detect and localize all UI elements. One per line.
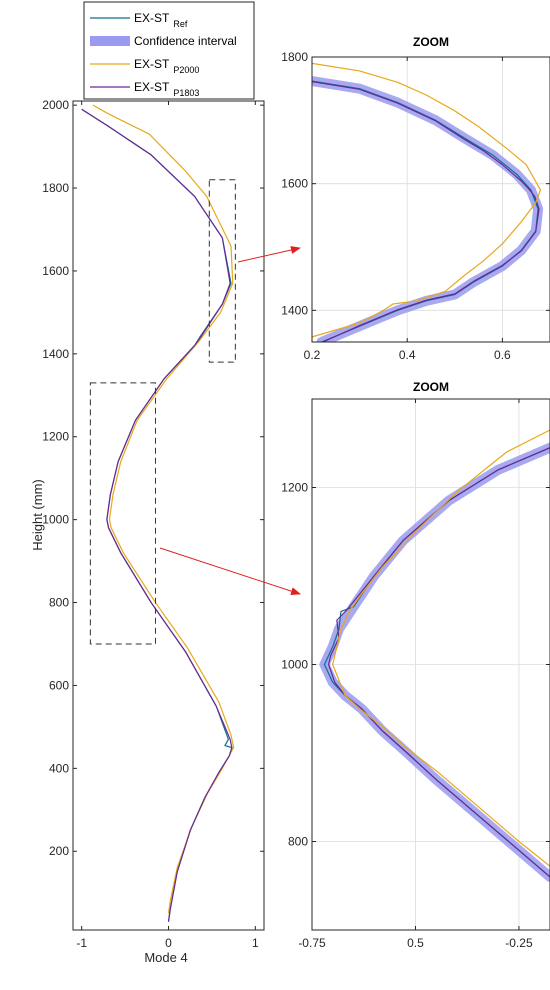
zoom2-arrow bbox=[159, 547, 301, 595]
main-series-p2000 bbox=[92, 104, 235, 914]
zoom-box-2 bbox=[89, 382, 156, 645]
zoom-box-1 bbox=[208, 179, 236, 363]
main-x-label: Mode 4 bbox=[144, 950, 187, 965]
zoom1-axes: 0.2 0.4 0.6 1400 1600 1800 ZOOM bbox=[281, 35, 550, 362]
legend-item-p2000: EX-ST P2000 bbox=[90, 57, 199, 75]
main-y-label: Height (mm) bbox=[30, 479, 45, 551]
zoom1-xtick-label: 0.2 bbox=[304, 348, 321, 362]
zoom2-xtick-label: -0.25 bbox=[505, 936, 533, 950]
zoom1-xtick-label: 0.4 bbox=[399, 348, 416, 362]
legend-swatch-confidence bbox=[90, 36, 130, 46]
zoom1-series-confidence bbox=[312, 76, 544, 342]
legend-item-ref: EX-ST Ref bbox=[90, 11, 188, 29]
legend-label: EX-ST bbox=[134, 80, 170, 94]
zoom1-ytick-label: 1800 bbox=[281, 50, 308, 64]
legend-label-subscript: P2000 bbox=[173, 65, 199, 75]
zoom2-ytick-label: 1200 bbox=[281, 481, 308, 495]
zoom2-title: ZOOM bbox=[413, 380, 449, 394]
zoom1-ticks: 0.2 0.4 0.6 1400 1600 1800 bbox=[281, 50, 550, 362]
zoom2-series-p2000 bbox=[332, 429, 550, 867]
main-ytick-label: 1400 bbox=[42, 347, 69, 361]
main-ytick-label: 1000 bbox=[42, 513, 69, 527]
legend-item-p1803: EX-ST P1803 bbox=[90, 80, 199, 98]
zoom1-xtick-label: 0.6 bbox=[494, 348, 511, 362]
legend-label-subscript: P1803 bbox=[173, 88, 199, 98]
zoom2-series-confidence bbox=[319, 442, 550, 882]
main-ytick-label: 1200 bbox=[42, 430, 69, 444]
main-xtick-label: -1 bbox=[76, 936, 87, 950]
zoom2-ytick-label: 1000 bbox=[281, 658, 308, 672]
zoom2-ytick-label: 800 bbox=[288, 835, 308, 849]
main-xtick-label: 0 bbox=[165, 936, 172, 950]
main-ytick-label: 800 bbox=[49, 596, 69, 610]
zoom1-series bbox=[312, 62, 544, 342]
main-ytick-label: 1600 bbox=[42, 264, 69, 278]
zoom1-title: ZOOM bbox=[413, 35, 449, 49]
zoom2-series bbox=[319, 429, 550, 882]
zoom1-arrow bbox=[237, 246, 301, 263]
zoom1-ytick-label: 1600 bbox=[281, 177, 308, 191]
main-ytick-label: 400 bbox=[49, 761, 69, 775]
zoom2-xtick-label: 0.5 bbox=[407, 936, 424, 950]
zoom2-series-p1803 bbox=[327, 447, 550, 878]
main-axes: -1 0 1200400600800100012001400160018002000… bbox=[30, 98, 265, 965]
zoom1-axes-frame bbox=[311, 56, 550, 343]
main-ytick-label: 200 bbox=[49, 844, 69, 858]
zoom1-series-p1803 bbox=[312, 81, 540, 342]
main-series-p1803 bbox=[81, 108, 233, 922]
zoom1-ytick-label: 1400 bbox=[281, 303, 308, 317]
main-ytick-label: 2000 bbox=[42, 98, 69, 112]
zoom1-series-p2000 bbox=[312, 62, 542, 338]
zoom-boxes bbox=[89, 179, 236, 645]
zoom2-xtick-label: -0.75 bbox=[298, 936, 326, 950]
main-series bbox=[81, 104, 235, 922]
legend-label: EX-ST bbox=[134, 11, 170, 25]
main-ytick-label: 600 bbox=[49, 678, 69, 692]
main-xtick-label: 1 bbox=[252, 936, 259, 950]
legend-label-subscript: Ref bbox=[173, 19, 188, 29]
zoom2-ticks: -0.75 0.5 -0.25 800 1000 1200 bbox=[281, 399, 550, 950]
legend-item-confidence: Confidence interval bbox=[90, 34, 237, 48]
zoom2-axes: -0.75 0.5 -0.25 800 1000 1200 ZOOM bbox=[281, 380, 550, 950]
legend-label: EX-ST bbox=[134, 57, 170, 71]
legend-label: Confidence interval bbox=[134, 34, 237, 48]
main-ytick-label: 1800 bbox=[42, 181, 69, 195]
